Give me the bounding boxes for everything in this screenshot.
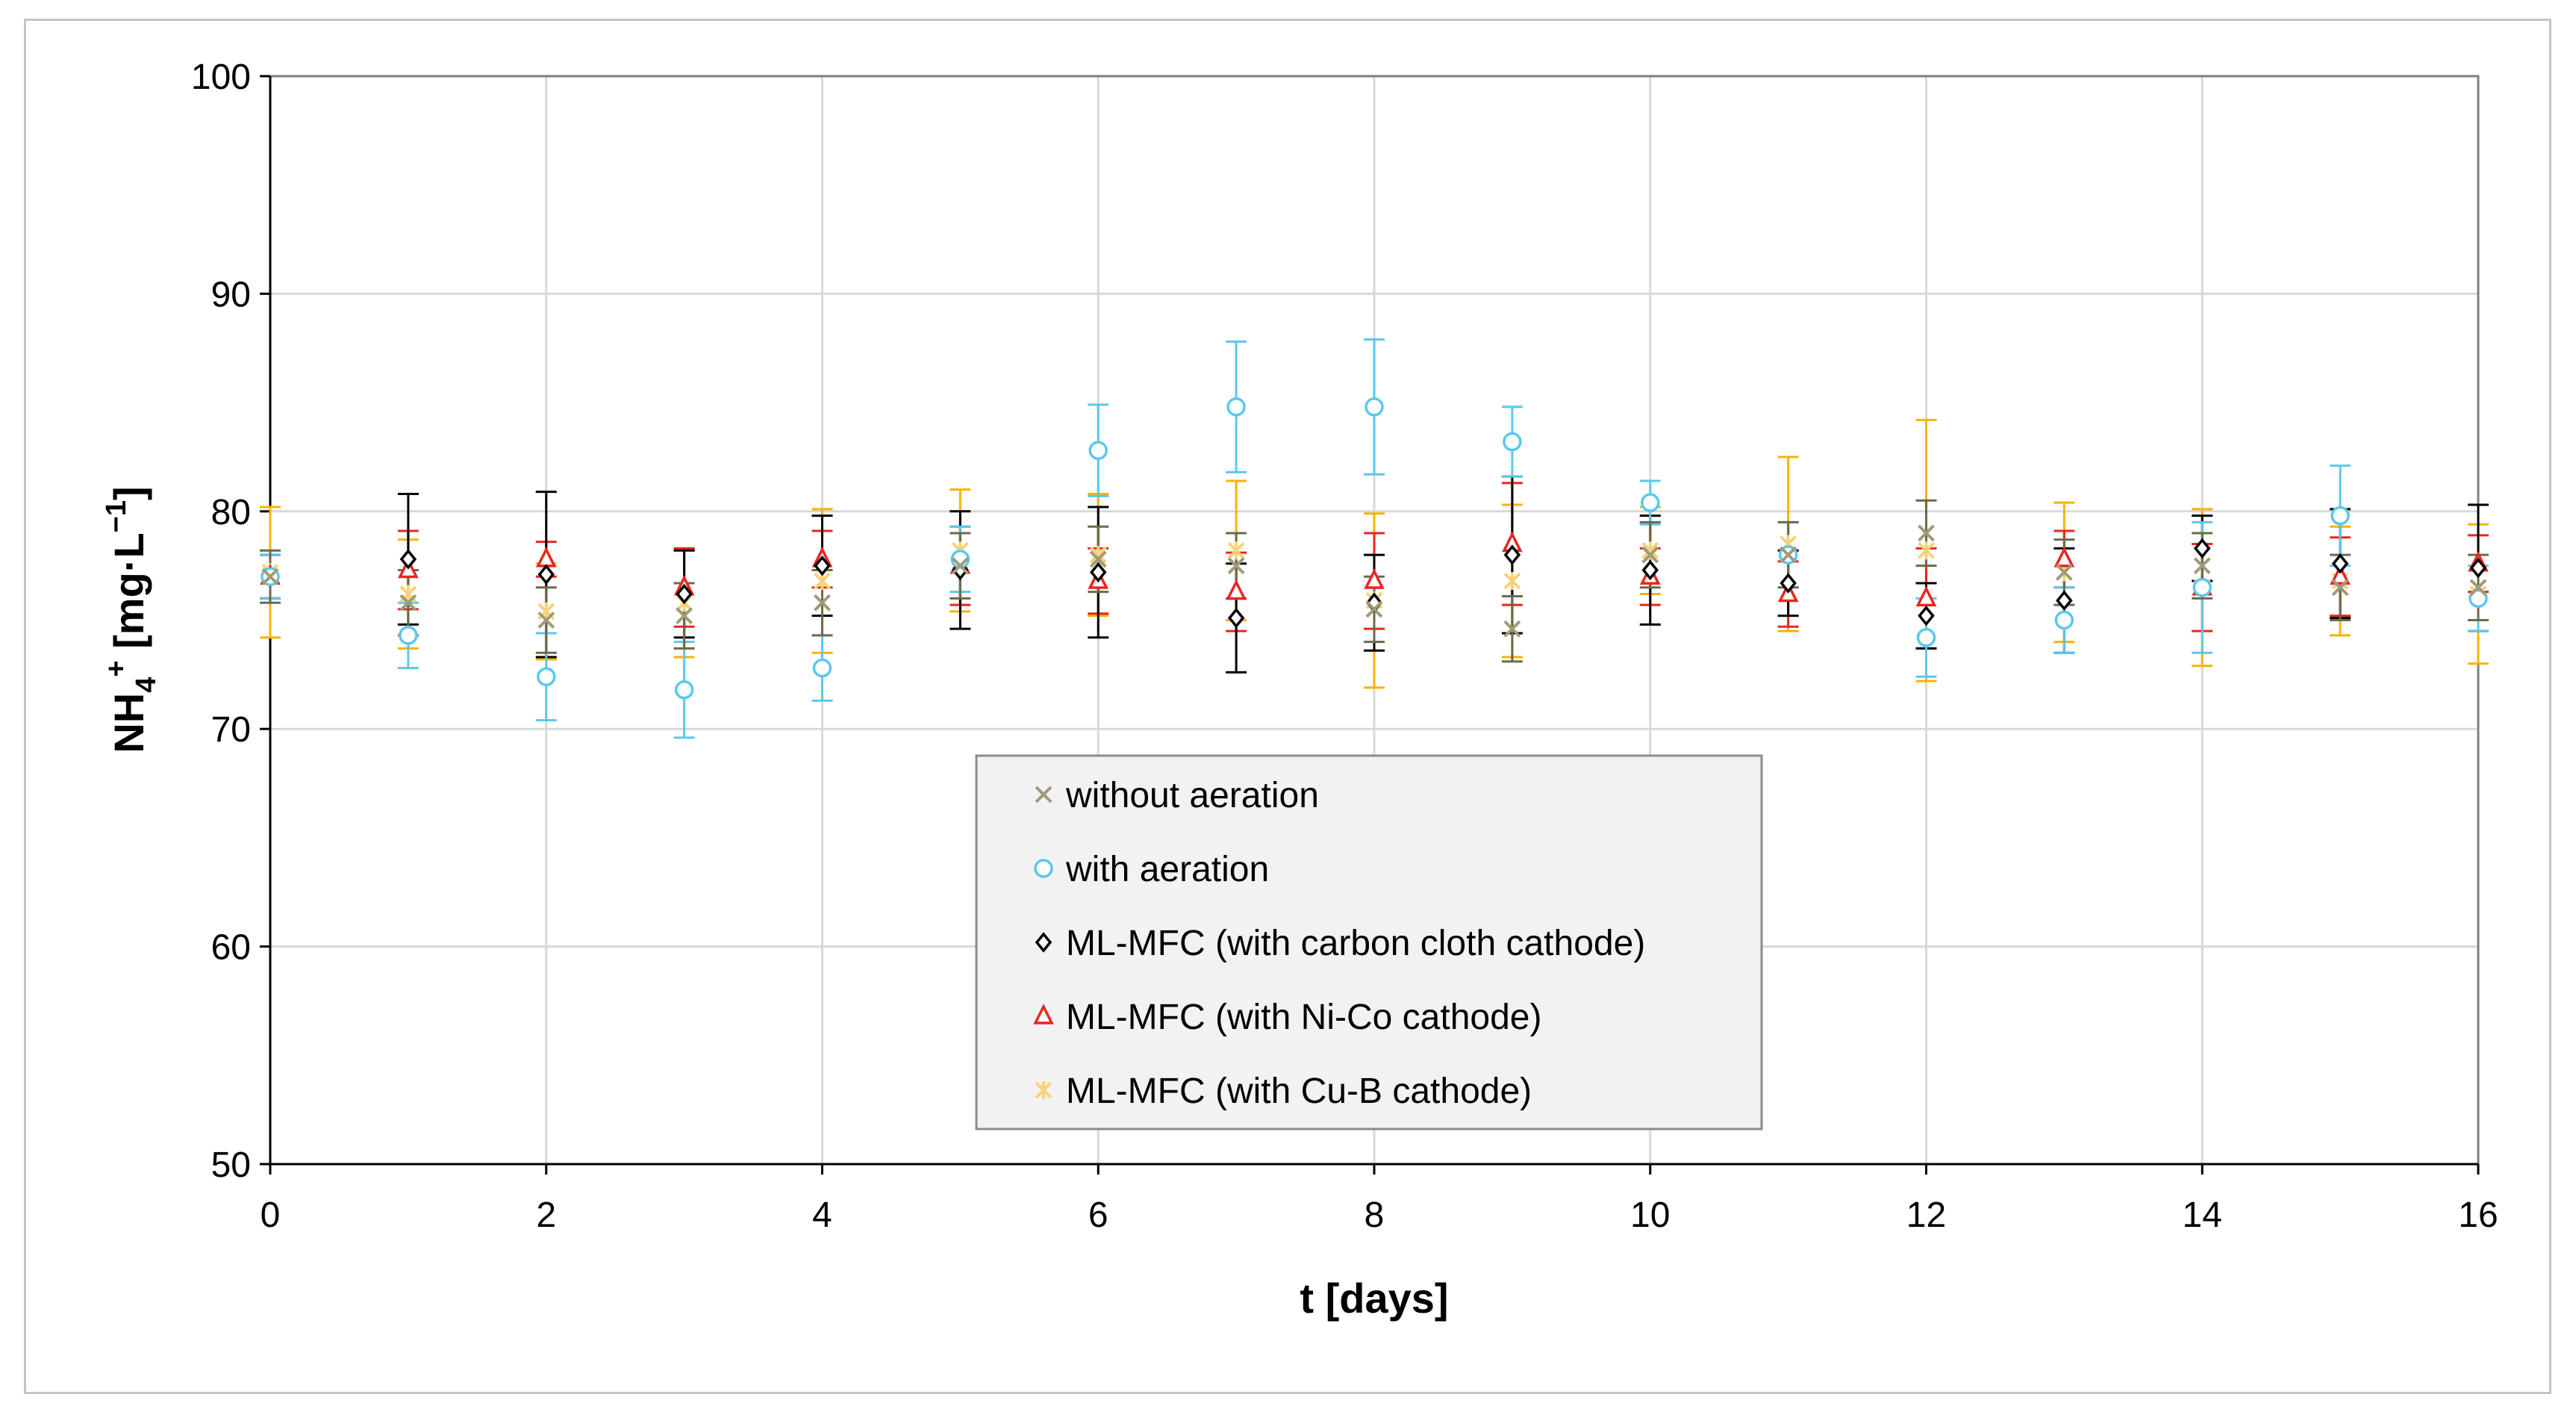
x-tick-label: 12	[1906, 1195, 1946, 1235]
legend-label: ML-MFC (with carbon cloth cathode)	[1066, 924, 1645, 963]
data-point	[2054, 610, 2074, 630]
x-tick-label: 0	[261, 1195, 281, 1235]
data-point	[2056, 590, 2073, 612]
data-point	[1641, 493, 1660, 512]
y-axis-title-text: NH4+ [mg·L−1]	[101, 486, 162, 753]
data-point	[2469, 588, 2488, 609]
y-tick-label: 70	[211, 710, 251, 750]
legend-marker	[1035, 932, 1052, 953]
legend-item: with aeration	[1034, 850, 1269, 889]
legend-item: ML-MFC (with Ni-Co cathode)	[1033, 998, 1541, 1037]
legend-marker	[1035, 786, 1052, 803]
data-point	[399, 626, 418, 645]
series-markers-0	[261, 524, 2487, 638]
series-markers-1	[261, 397, 2488, 700]
data-point	[1227, 557, 1245, 575]
data-point	[2469, 557, 2487, 579]
data-point	[537, 602, 555, 621]
data-point	[2053, 546, 2075, 567]
legend-label: ML-MFC (with Cu-B cathode)	[1066, 1072, 1532, 1111]
data-point	[399, 585, 417, 603]
axes: 50 60 70 80 90 100 0 2 4 6 8 10 12 14 16	[191, 57, 2498, 1235]
data-point	[1503, 572, 1521, 591]
data-point	[1503, 620, 1521, 638]
data-point	[1918, 541, 1935, 560]
data-point	[2331, 553, 2349, 574]
x-tick-label: 6	[1088, 1195, 1108, 1235]
data-point	[261, 567, 279, 585]
data-point	[814, 555, 831, 576]
data-point	[399, 594, 417, 612]
y-tick-label: 100	[191, 57, 251, 97]
data-point	[1918, 524, 1935, 542]
data-point	[2469, 579, 2487, 597]
legend-item: ML-MFC (with carbon cloth cathode)	[1035, 924, 1645, 963]
data-point	[1089, 562, 1107, 583]
data-point	[2192, 578, 2212, 597]
data-point	[1641, 546, 1659, 564]
legend-item: ML-MFC (with Cu-B cathode)	[1035, 1072, 1532, 1111]
data-point	[812, 658, 832, 678]
legend-box	[975, 754, 1763, 1131]
series-markers-2	[261, 538, 2487, 629]
data-point	[951, 557, 969, 575]
x-tick-label: 10	[1630, 1195, 1670, 1235]
legend-marker	[1035, 1081, 1052, 1099]
y-tick-label: 80	[211, 493, 251, 532]
data-point	[1089, 550, 1107, 568]
data-point	[537, 667, 556, 687]
data-point	[1365, 397, 1384, 417]
data-point	[2055, 563, 2073, 581]
data-point	[1916, 628, 1936, 647]
legend-label: ML-MFC (with Ni-Co cathode)	[1066, 998, 1541, 1037]
data-point	[1503, 544, 1521, 565]
x-tick-label: 4	[812, 1195, 832, 1235]
data-point	[1780, 546, 1797, 564]
data-point	[537, 564, 555, 585]
legend-marker	[1033, 1004, 1054, 1024]
data-point	[399, 549, 417, 570]
y-tick-label: 90	[211, 275, 251, 314]
y-axis-title: NH4+ [mg·L−1]	[101, 486, 162, 753]
y-tick-label: 60	[211, 928, 251, 968]
data-point	[1918, 605, 1935, 626]
legend-label: with aeration	[1065, 850, 1269, 889]
data-point	[1365, 600, 1383, 618]
legend-marker	[1034, 859, 1053, 878]
data-point	[1503, 432, 1522, 452]
x-tick-label: 2	[536, 1195, 556, 1235]
data-point	[1364, 568, 1385, 589]
x-tick-label: 14	[2183, 1195, 2222, 1235]
data-point	[814, 594, 831, 612]
data-point	[2193, 538, 2211, 559]
data-point	[2193, 557, 2211, 575]
data-point	[2330, 564, 2351, 585]
x-axis-title: t [days]	[1300, 1275, 1448, 1322]
y-tick-label: 50	[211, 1145, 251, 1185]
data-point	[1641, 559, 1659, 581]
data-point	[676, 607, 693, 625]
data-point	[1227, 541, 1245, 560]
data-point	[537, 612, 555, 629]
data-point	[2330, 506, 2350, 526]
legend: without aeration with aeration ML-MFC (wit…	[975, 754, 1763, 1131]
data-point	[1088, 441, 1108, 460]
data-point	[535, 546, 557, 567]
data-point	[1226, 579, 1247, 600]
data-point	[2331, 579, 2349, 597]
data-point	[674, 679, 694, 700]
x-tick-label: 8	[1365, 1195, 1385, 1235]
data-point	[1226, 397, 1246, 417]
x-tick-label: 16	[2458, 1195, 2498, 1235]
legend-item: without aeration	[1035, 776, 1319, 815]
data-point	[1780, 573, 1797, 594]
data-point	[1915, 585, 1937, 607]
legend-label: without aeration	[1065, 776, 1319, 815]
data-point	[676, 583, 693, 605]
data-point	[1227, 607, 1245, 629]
series-layer	[260, 338, 2489, 739]
